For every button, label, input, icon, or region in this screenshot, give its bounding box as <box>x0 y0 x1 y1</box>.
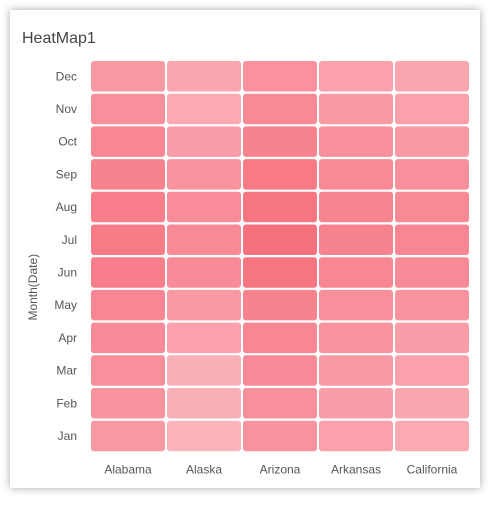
heatmap-cell-may-alaska <box>167 289 241 321</box>
heatmap-cell-oct-alabama <box>91 126 165 157</box>
heatmap-cell-sep-arizona <box>243 159 317 190</box>
y-tick-label-dec: Dec <box>56 69 77 83</box>
heatmap-cell-jun-alabama <box>91 257 165 288</box>
y-tick-label-nov: Nov <box>56 102 77 116</box>
x-tick-label-arizona: Arizona <box>260 462 301 476</box>
heatmap-cell-sep-california <box>395 159 469 190</box>
heatmap-cell-apr-arizona <box>243 322 317 354</box>
heatmap-cell-jul-arizona <box>243 224 317 255</box>
heatmap-cell-may-arizona <box>243 289 317 321</box>
heatmap-cell-oct-arizona <box>243 126 317 157</box>
heatmap-cell-aug-california <box>395 191 469 223</box>
heatmap-cell-mar-arkansas <box>319 355 393 386</box>
heatmap-cell-mar-arizona <box>243 355 317 386</box>
y-axis-label: Month(Date) <box>26 254 40 321</box>
heatmap-cell-sep-alabama <box>91 159 165 190</box>
heatmap-cell-sep-arkansas <box>319 159 393 190</box>
heatmap-cell-may-arkansas <box>319 289 393 321</box>
heatmap-cell-jan-california <box>395 420 469 452</box>
x-tick-label-california: California <box>407 462 458 476</box>
x-tick-label-alabama: Alabama <box>104 462 152 476</box>
y-tick-label-may: May <box>54 298 77 312</box>
heatmap-cell-nov-arizona <box>243 93 317 125</box>
y-tick-label-jun: Jun <box>58 265 77 279</box>
heatmap-cell-mar-alaska <box>167 355 241 386</box>
chart-title: HeatMap1 <box>22 30 96 47</box>
heatmap-cell-dec-arizona <box>243 61 317 92</box>
heatmap-cell-apr-alabama <box>91 322 165 354</box>
heatmap-cell-aug-alaska <box>167 191 241 223</box>
heatmap-cell-apr-arkansas <box>319 322 393 354</box>
y-tick-label-oct: Oct <box>58 135 77 149</box>
heatmap-cell-aug-alabama <box>91 191 165 223</box>
heatmap-cell-feb-california <box>395 388 469 419</box>
heatmap-cell-jun-arizona <box>243 257 317 288</box>
heatmap-cell-nov-arkansas <box>319 93 393 125</box>
x-tick-label-alaska: Alaska <box>186 462 222 476</box>
y-tick-label-aug: Aug <box>56 200 77 214</box>
heatmap-cell-dec-california <box>395 61 469 92</box>
heatmap-cell-jul-california <box>395 224 469 255</box>
heatmap-cell-jan-alabama <box>91 420 165 452</box>
heatmap-cell-may-california <box>395 289 469 321</box>
heatmap-cell-apr-alaska <box>167 322 241 354</box>
chart-frame: HeatMap1 Month(Date) Jan Feb Mar Apr May Jun J… <box>10 10 480 488</box>
heatmap-cell-jul-arkansas <box>319 224 393 255</box>
heatmap-cell-jun-california <box>395 257 469 288</box>
heatmap-cell-aug-arizona <box>243 191 317 223</box>
heatmap-cell-apr-california <box>395 322 469 354</box>
y-tick-label-jul: Jul <box>62 233 77 247</box>
heatmap-cell-mar-alabama <box>91 355 165 386</box>
y-tick-label-jan: Jan <box>58 429 77 443</box>
heatmap-cell-feb-arizona <box>243 388 317 419</box>
heatmap-cell-sep-alaska <box>167 159 241 190</box>
heatmap-cell-jul-alabama <box>91 224 165 255</box>
heatmap-cell-feb-alaska <box>167 388 241 419</box>
heatmap-cell-dec-alabama <box>91 61 165 92</box>
heatmap-cell-nov-alabama <box>91 93 165 125</box>
heatmap-cell-jan-arkansas <box>319 420 393 452</box>
x-tick-label-arkansas: Arkansas <box>331 462 381 476</box>
heatmap-cell-jun-alaska <box>167 257 241 288</box>
heatmap-cell-feb-alabama <box>91 388 165 419</box>
heatmap-cell-dec-alaska <box>167 61 241 92</box>
heatmap-cell-feb-arkansas <box>319 388 393 419</box>
y-tick-label-sep: Sep <box>56 167 78 181</box>
heatmap-cell-jan-arizona <box>243 420 317 452</box>
heatmap-chart: Month(Date) Jan Feb Mar Apr May Jun Jul Aug Sep O… <box>26 61 469 476</box>
heatmap-cell-mar-california <box>395 355 469 386</box>
y-tick-label-mar: Mar <box>56 364 77 378</box>
heatmap-cell-jul-alaska <box>167 224 241 255</box>
heatmap-cell-jan-alaska <box>167 420 241 452</box>
heatmap-cell-aug-arkansas <box>319 191 393 223</box>
heatmap-cell-dec-arkansas <box>319 61 393 92</box>
heatmap-cell-oct-alaska <box>167 126 241 157</box>
heatmap-cell-nov-california <box>395 93 469 125</box>
heatmap-cell-oct-california <box>395 126 469 157</box>
heatmap-cell-may-alabama <box>91 289 165 321</box>
heatmap-cell-oct-arkansas <box>319 126 393 157</box>
heatmap-cell-jun-arkansas <box>319 257 393 288</box>
heatmap-cell-nov-alaska <box>167 93 241 125</box>
y-tick-label-feb: Feb <box>56 396 77 410</box>
y-tick-label-apr: Apr <box>58 331 77 345</box>
